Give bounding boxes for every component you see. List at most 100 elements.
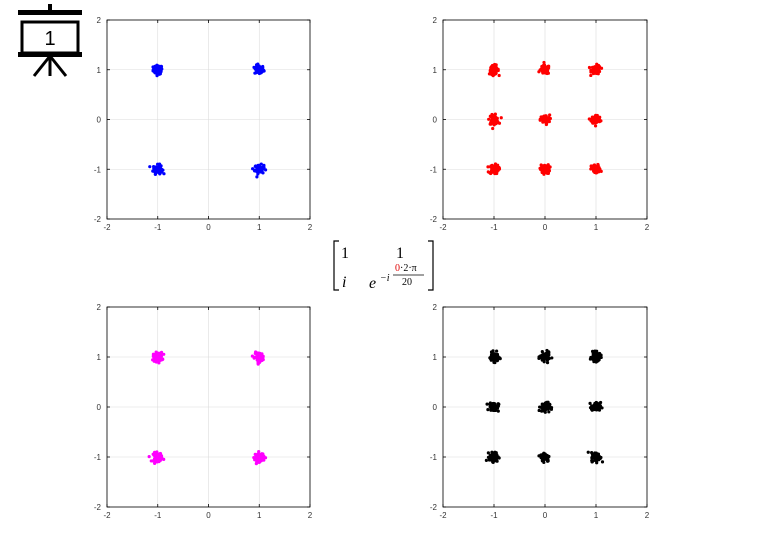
scatter-point <box>262 458 266 462</box>
scatter-point <box>542 451 546 455</box>
scatter-point <box>592 120 597 124</box>
scatter-point <box>590 408 594 412</box>
scatter-point <box>486 165 490 169</box>
scatter-point <box>543 165 548 169</box>
scatter-point <box>542 60 546 65</box>
scatter-point <box>254 67 258 71</box>
scatter-point <box>597 68 601 73</box>
scatter-point <box>486 451 490 455</box>
x-tick-label: -2 <box>439 223 447 232</box>
matrix-entry-r1c2: 1 <box>396 245 404 262</box>
scatter-point <box>594 459 599 463</box>
scatter-point <box>255 358 259 362</box>
scatter-point <box>499 116 503 120</box>
scatter-point <box>537 408 541 413</box>
x-tick-label: -1 <box>490 511 498 520</box>
scatter-panel-bottom-right: -2 -1 0 1 2 2 1 0 -1 -2 <box>430 303 650 520</box>
scatter-point <box>257 170 262 174</box>
scatter-point <box>599 169 603 173</box>
scatter-point <box>147 455 151 459</box>
y-tick-label: 1 <box>433 66 438 75</box>
x-tick-label: 2 <box>645 223 650 232</box>
y-tick-label: 0 <box>97 403 102 412</box>
scatter-point <box>547 404 551 408</box>
scatter-point <box>154 459 158 463</box>
scatter-point <box>538 454 542 458</box>
scatter-point <box>592 355 596 359</box>
scatter-point <box>545 348 549 353</box>
y-tick-label: -1 <box>430 165 438 174</box>
scatter-point <box>548 113 552 117</box>
scatter-cluster <box>487 62 501 78</box>
scatter-point <box>539 67 544 71</box>
y-tick-label: -1 <box>94 165 102 174</box>
scatter-cluster <box>537 60 551 76</box>
scatter-point <box>541 116 545 120</box>
x-tick-label: 1 <box>594 511 599 520</box>
scatter-point <box>586 450 590 454</box>
slide-number: 1 <box>44 28 55 50</box>
matrix-formula: 1 1 i e −i 0·2·π 20 <box>333 240 434 292</box>
scatter-point <box>541 64 545 68</box>
scatter-point <box>152 359 156 363</box>
scatter-point <box>491 402 495 406</box>
scatter-cluster <box>588 349 603 364</box>
y-tick-label: 0 <box>433 116 438 125</box>
scatter-point <box>254 63 259 67</box>
scatter-point <box>259 162 263 166</box>
x-tick-label: 2 <box>308 223 313 232</box>
scatter-point <box>542 168 546 172</box>
matrix-entry-r2c1: i <box>342 274 346 291</box>
scatter-point <box>542 172 546 176</box>
scatter-point <box>495 349 499 353</box>
scatter-point <box>589 73 593 78</box>
presentation-board-icon: 1 <box>18 4 82 77</box>
scatter-point <box>593 116 597 120</box>
scatter-point <box>496 163 500 167</box>
scatter-cluster <box>537 400 554 414</box>
scatter-point <box>162 172 166 176</box>
scatter-cluster <box>537 348 554 365</box>
x-tick-label: 2 <box>308 511 313 520</box>
x-tick-label: 2 <box>645 511 650 520</box>
scatter-point <box>487 117 491 121</box>
scatter-point <box>158 451 162 456</box>
scatter-point <box>596 355 600 359</box>
scatter-point <box>154 66 158 70</box>
x-tick-label: 0 <box>543 223 548 232</box>
scatter-point <box>156 64 160 68</box>
y-tick-label: 2 <box>433 303 438 312</box>
scatter-point <box>596 115 600 120</box>
scatter-point <box>491 121 496 125</box>
scatter-point <box>599 66 604 70</box>
scatter-point <box>592 169 596 173</box>
y-tick-label: -2 <box>430 503 438 512</box>
scatter-point <box>490 163 494 167</box>
matrix-exp-numerator: 0·2·π <box>395 263 417 274</box>
scatter-point <box>538 166 542 170</box>
scatter-cluster <box>485 401 501 413</box>
scatter-point <box>589 164 593 168</box>
scatter-panel-bottom-left: -2 -1 0 1 2 2 1 0 -1 -2 <box>94 303 313 520</box>
scatter-point <box>592 360 596 364</box>
scatter-point <box>490 118 494 122</box>
y-tick-label: 2 <box>97 303 102 312</box>
scatter-point <box>492 167 496 172</box>
y-tick-label: -2 <box>94 503 102 512</box>
matrix-exp-numerator-highlight: 0 <box>395 263 400 274</box>
scatter-point <box>540 349 544 354</box>
scatter-point <box>488 114 492 118</box>
scatter-point <box>546 64 550 68</box>
scatter-point <box>599 405 603 409</box>
scatter-point <box>252 65 256 69</box>
x-tick-label: -2 <box>439 511 447 520</box>
scatter-point <box>491 126 495 131</box>
scatter-point <box>497 402 501 406</box>
scatter-point <box>493 360 497 365</box>
scatter-point <box>596 359 600 363</box>
scatter-point <box>537 70 541 74</box>
scatter-point <box>546 71 550 75</box>
scatter-point <box>490 355 494 359</box>
scatter-cluster <box>537 451 551 464</box>
y-tick-label: -2 <box>94 215 102 224</box>
